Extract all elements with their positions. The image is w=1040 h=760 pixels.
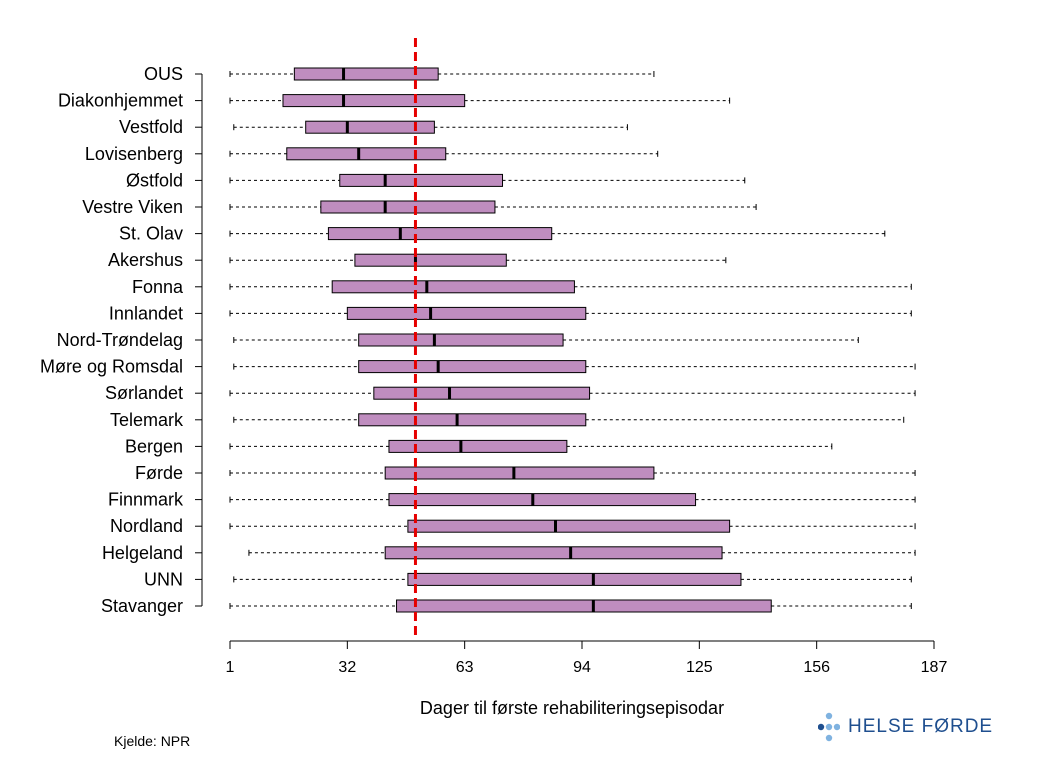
box-iqr bbox=[282, 94, 466, 108]
box-iqr bbox=[388, 493, 697, 507]
box-iqr bbox=[305, 120, 435, 134]
box-iqr bbox=[320, 200, 496, 214]
category-label: Vestre Viken bbox=[82, 197, 183, 217]
box-iqr bbox=[331, 280, 575, 294]
category-label: Stavanger bbox=[101, 596, 183, 616]
category-label: Telemark bbox=[110, 410, 184, 430]
category-label: Østfold bbox=[126, 170, 183, 190]
x-tick-label: 1 bbox=[226, 659, 235, 676]
category-label: Vestfold bbox=[119, 117, 183, 137]
x-tick-label: 187 bbox=[921, 659, 948, 676]
logo-dots-icon bbox=[818, 712, 840, 742]
logo-text: HELSE FØRDE bbox=[848, 716, 994, 737]
x-tick-label: 32 bbox=[338, 659, 356, 676]
box-iqr bbox=[346, 306, 587, 320]
box-iqr bbox=[293, 67, 439, 81]
category-label: Sørlandet bbox=[105, 383, 183, 403]
category-label: Akershus bbox=[108, 250, 183, 270]
box-iqr bbox=[358, 413, 587, 427]
box-iqr bbox=[358, 360, 587, 374]
category-label: Diakonhjemmet bbox=[58, 91, 183, 111]
category-label: Møre og Romsdal bbox=[40, 357, 183, 377]
helse-forde-logo: HELSE FØRDE bbox=[818, 712, 993, 742]
category-label: Bergen bbox=[125, 436, 183, 456]
category-label: Helgeland bbox=[102, 543, 183, 563]
box-iqr bbox=[373, 386, 591, 400]
category-label: Lovisenberg bbox=[85, 144, 183, 164]
category-label: Nordland bbox=[110, 516, 183, 536]
category-label: Fonna bbox=[132, 277, 184, 297]
category-label: Finnmark bbox=[108, 490, 184, 510]
category-label: Innlandet bbox=[109, 303, 183, 323]
category-label: Nord-Trøndelag bbox=[57, 330, 183, 350]
box-iqr bbox=[396, 599, 772, 613]
box-iqr bbox=[339, 173, 504, 187]
source-note: Kjelde: NPR bbox=[114, 733, 191, 749]
x-tick-label: 94 bbox=[573, 659, 591, 676]
box-iqr bbox=[388, 439, 568, 453]
category-label: UNN bbox=[144, 569, 183, 589]
x-tick-label: 125 bbox=[686, 659, 713, 676]
box-iqr bbox=[384, 546, 723, 560]
category-label: Førde bbox=[135, 463, 183, 483]
box-iqr bbox=[407, 519, 731, 533]
x-tick-label: 63 bbox=[456, 659, 474, 676]
x-tick-label: 156 bbox=[803, 659, 830, 676]
box-iqr bbox=[358, 333, 564, 347]
box-iqr bbox=[327, 227, 553, 241]
box-iqr bbox=[286, 147, 447, 161]
box-iqr bbox=[407, 572, 742, 586]
box-iqr bbox=[354, 253, 507, 267]
box-iqr bbox=[384, 466, 655, 480]
category-label: OUS bbox=[144, 64, 183, 84]
category-label: St. Olav bbox=[119, 224, 183, 244]
x-axis-title: Dager til første rehabiliteringsepisodar bbox=[420, 698, 724, 718]
